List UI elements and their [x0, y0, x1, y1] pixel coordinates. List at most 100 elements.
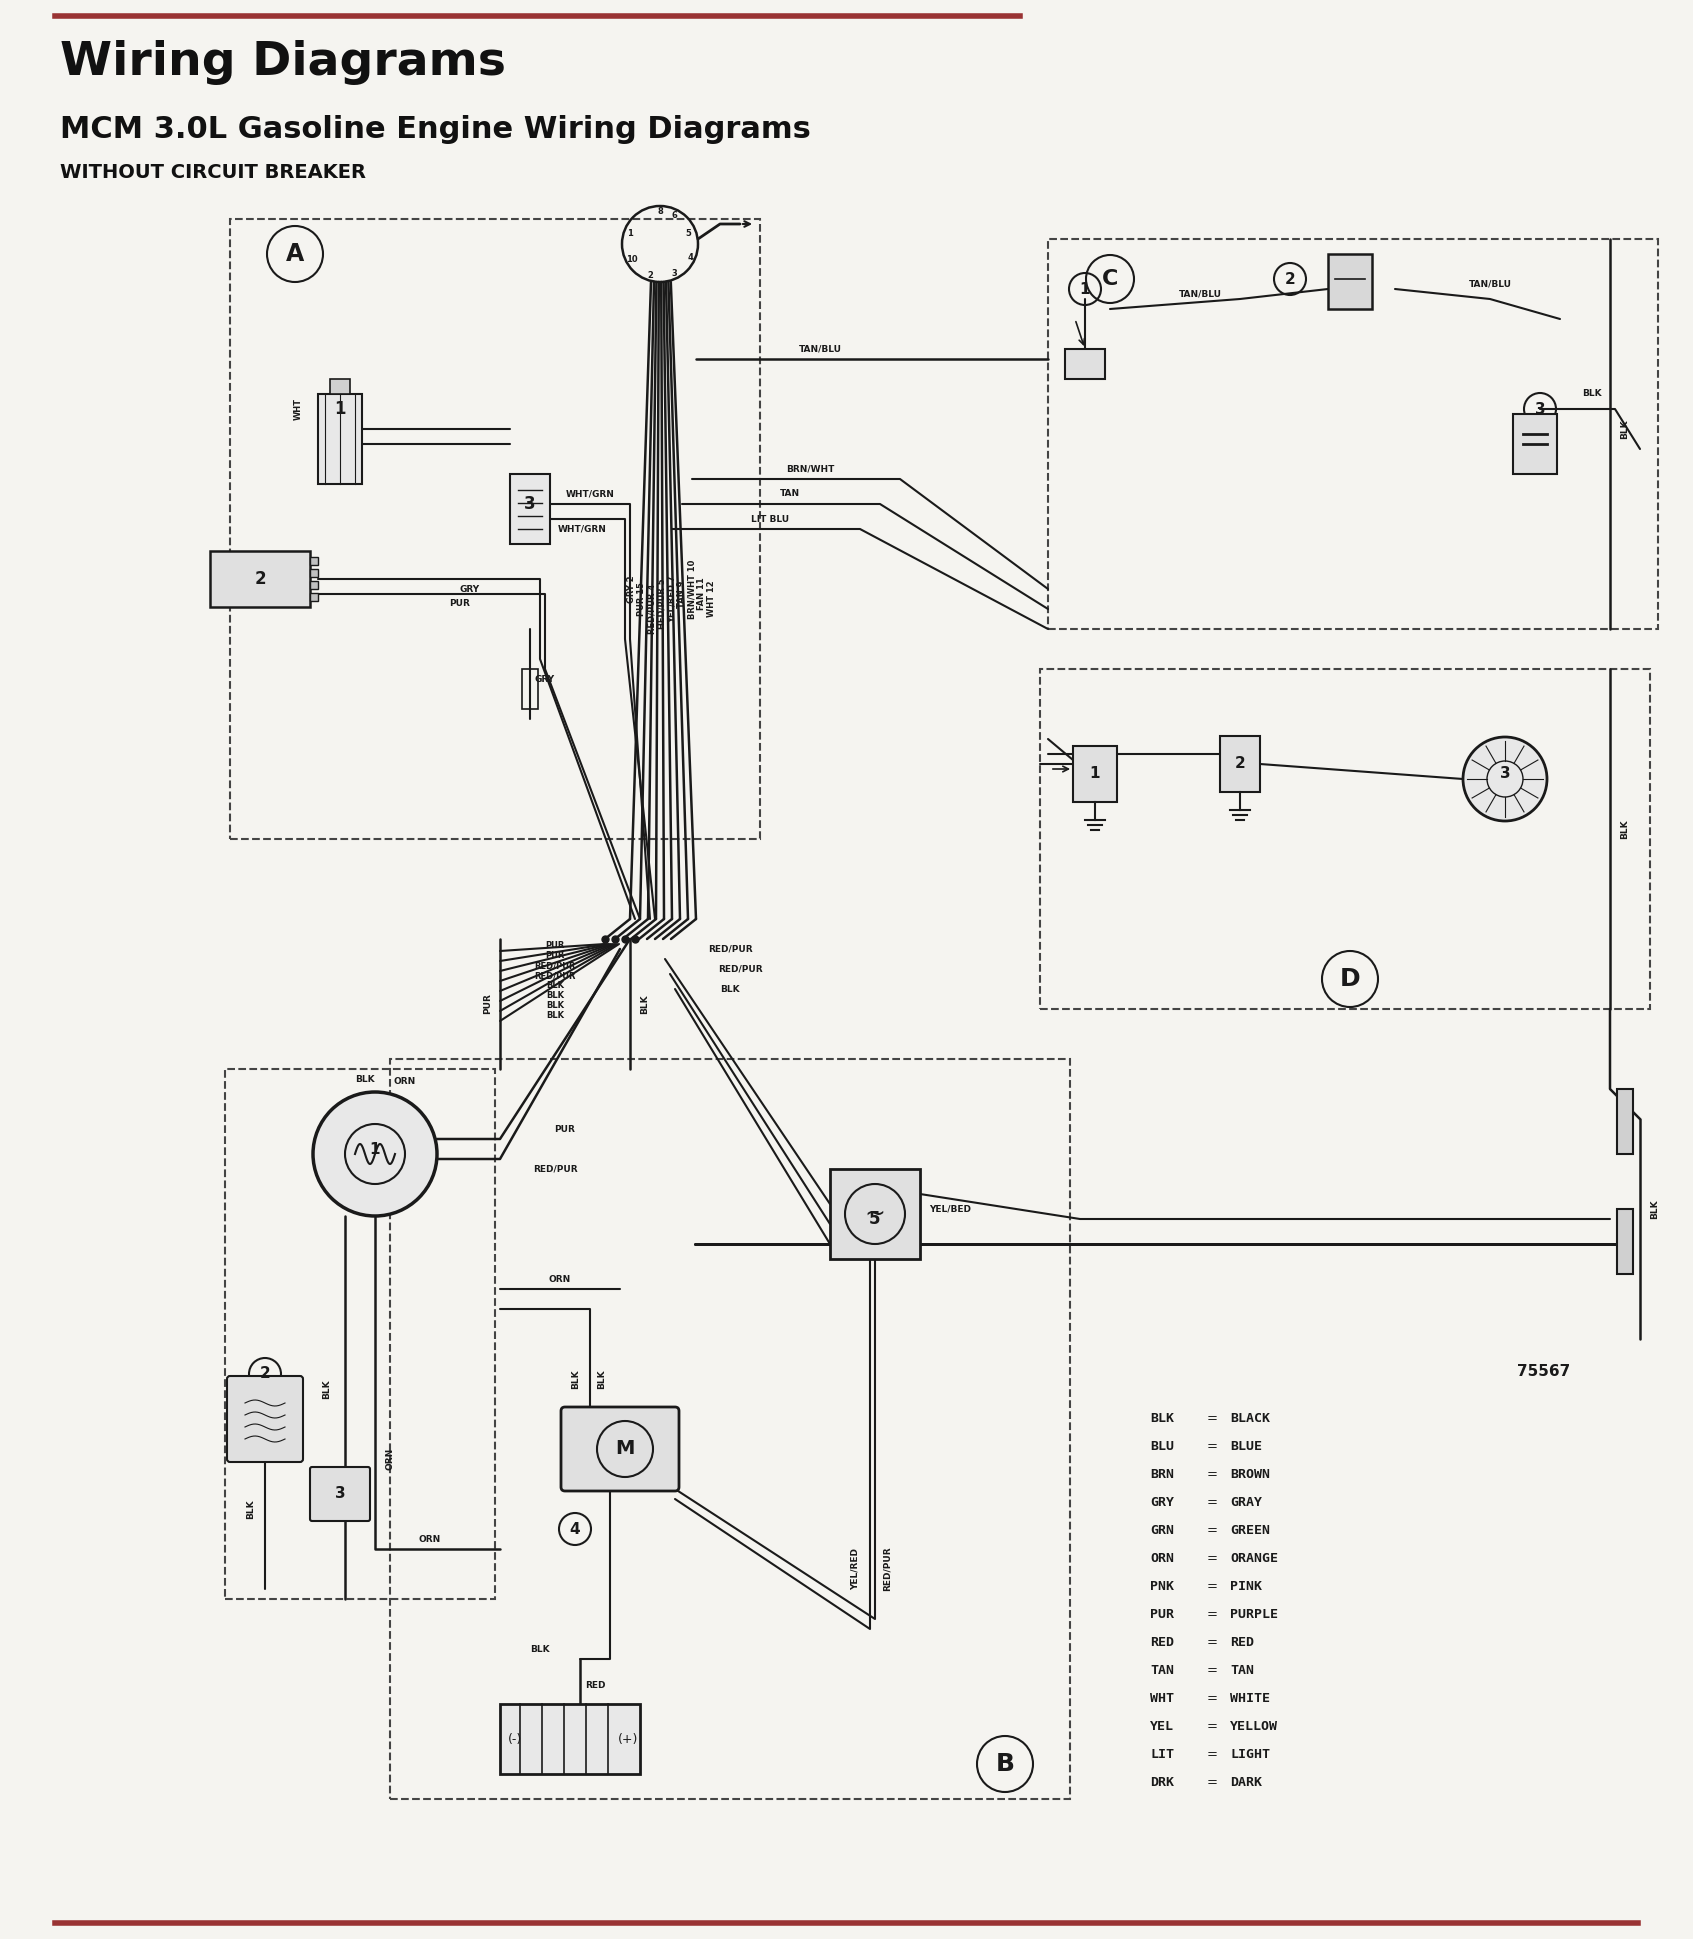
FancyBboxPatch shape [1617, 1090, 1634, 1154]
Text: HED/PUR 5: HED/PUR 5 [657, 578, 667, 630]
Text: 4: 4 [687, 254, 692, 262]
Text: ORN: ORN [418, 1534, 442, 1543]
Text: FAN 11: FAN 11 [698, 578, 706, 611]
Text: BLK: BLK [572, 1369, 581, 1388]
FancyBboxPatch shape [560, 1408, 679, 1491]
Text: GREEN: GREEN [1231, 1524, 1270, 1538]
Text: PUR: PUR [555, 1125, 576, 1134]
FancyBboxPatch shape [499, 1704, 640, 1774]
Text: 4: 4 [569, 1522, 581, 1536]
Text: BLK: BLK [356, 1074, 374, 1084]
Text: RED: RED [1150, 1637, 1173, 1650]
Text: =: = [1207, 1609, 1217, 1621]
Text: 3: 3 [335, 1487, 345, 1501]
Text: ~: ~ [865, 1202, 885, 1225]
Text: WHT: WHT [1150, 1693, 1173, 1706]
Text: =: = [1207, 1580, 1217, 1594]
FancyBboxPatch shape [227, 1377, 303, 1462]
Text: 75567: 75567 [1517, 1363, 1569, 1379]
Text: 10: 10 [626, 254, 638, 264]
Bar [389, 1059, 1070, 1799]
FancyBboxPatch shape [310, 1468, 371, 1520]
Text: BLK: BLK [640, 995, 650, 1014]
Text: WHT/GRN: WHT/GRN [565, 489, 615, 498]
Text: =: = [1207, 1720, 1217, 1733]
Text: 2: 2 [1285, 271, 1295, 287]
FancyBboxPatch shape [310, 556, 318, 564]
Text: =: = [1207, 1693, 1217, 1706]
Text: BLUE: BLUE [1231, 1441, 1261, 1454]
Text: 5: 5 [869, 1210, 880, 1227]
Text: 6: 6 [670, 211, 677, 221]
Text: DARK: DARK [1231, 1776, 1261, 1790]
Text: RED/PUR: RED/PUR [718, 964, 762, 973]
Text: 1: 1 [1080, 281, 1090, 297]
Text: TAN/BLU: TAN/BLU [1178, 289, 1222, 299]
Text: BLK: BLK [547, 1012, 564, 1020]
Text: PUR 15: PUR 15 [638, 582, 647, 617]
Text: 1: 1 [1090, 766, 1100, 781]
Text: BRN/WHT 10: BRN/WHT 10 [687, 558, 696, 619]
Text: =: = [1207, 1637, 1217, 1650]
FancyBboxPatch shape [1065, 349, 1106, 378]
Text: =: = [1207, 1553, 1217, 1565]
Text: BRN/WHT: BRN/WHT [786, 465, 835, 473]
Text: 8: 8 [657, 207, 664, 217]
Text: YEL/BED: YEL/BED [929, 1204, 972, 1214]
Text: YEL/RED: YEL/RED [850, 1547, 860, 1590]
Text: BLK: BLK [547, 981, 564, 991]
Text: ORANGE: ORANGE [1231, 1553, 1278, 1565]
Text: RED: RED [584, 1681, 606, 1691]
Text: PUR: PUR [1150, 1609, 1173, 1621]
Text: 3: 3 [1500, 766, 1510, 781]
Text: WITHOUT CIRCUIT BREAKER: WITHOUT CIRCUIT BREAKER [59, 163, 366, 182]
Text: TAN 9: TAN 9 [677, 580, 686, 607]
Text: TAN: TAN [780, 489, 801, 498]
Circle shape [313, 1092, 437, 1216]
Text: TAN: TAN [1231, 1664, 1255, 1677]
FancyBboxPatch shape [1514, 415, 1558, 473]
Text: (-): (-) [508, 1733, 521, 1745]
FancyBboxPatch shape [830, 1169, 919, 1258]
Text: RED: RED [1231, 1637, 1255, 1650]
FancyBboxPatch shape [1617, 1210, 1634, 1274]
Bar [225, 1068, 494, 1600]
Bar [1040, 669, 1651, 1008]
FancyBboxPatch shape [330, 378, 350, 394]
Text: =: = [1207, 1776, 1217, 1790]
Text: TAN/BLU: TAN/BLU [1468, 279, 1512, 289]
Circle shape [1463, 737, 1547, 820]
Text: 2: 2 [1234, 756, 1246, 772]
Bar [230, 219, 760, 840]
Text: YEL/RED 7: YEL/RED 7 [667, 576, 677, 622]
Text: =: = [1207, 1524, 1217, 1538]
Text: BLU: BLU [1150, 1441, 1173, 1454]
FancyBboxPatch shape [310, 568, 318, 578]
Text: DRK: DRK [1150, 1776, 1173, 1790]
Text: BLK: BLK [1583, 390, 1602, 399]
Text: 1: 1 [369, 1142, 381, 1156]
Text: WHITE: WHITE [1231, 1693, 1270, 1706]
Text: BRN: BRN [1150, 1468, 1173, 1481]
Bar [1048, 238, 1657, 628]
FancyBboxPatch shape [310, 582, 318, 589]
Text: 3: 3 [1534, 401, 1546, 417]
Text: BLK: BLK [1620, 818, 1629, 840]
Text: BLK: BLK [1150, 1412, 1173, 1425]
Text: PUR: PUR [545, 942, 565, 950]
Text: PINK: PINK [1231, 1580, 1261, 1594]
Text: GRY: GRY [1150, 1497, 1173, 1509]
Text: RED/PUR: RED/PUR [535, 971, 576, 981]
Text: BROWN: BROWN [1231, 1468, 1270, 1481]
Text: 5: 5 [686, 229, 691, 238]
Text: 1: 1 [334, 399, 345, 419]
Text: BLK: BLK [322, 1379, 332, 1398]
Text: PUR: PUR [545, 952, 565, 960]
Text: 2: 2 [259, 1367, 271, 1381]
Text: LIT BLU: LIT BLU [752, 514, 789, 524]
Text: WHT 12: WHT 12 [708, 580, 716, 617]
FancyBboxPatch shape [510, 473, 550, 545]
Text: BLK: BLK [547, 991, 564, 1001]
FancyBboxPatch shape [1221, 737, 1260, 791]
Text: BLK: BLK [720, 985, 740, 993]
